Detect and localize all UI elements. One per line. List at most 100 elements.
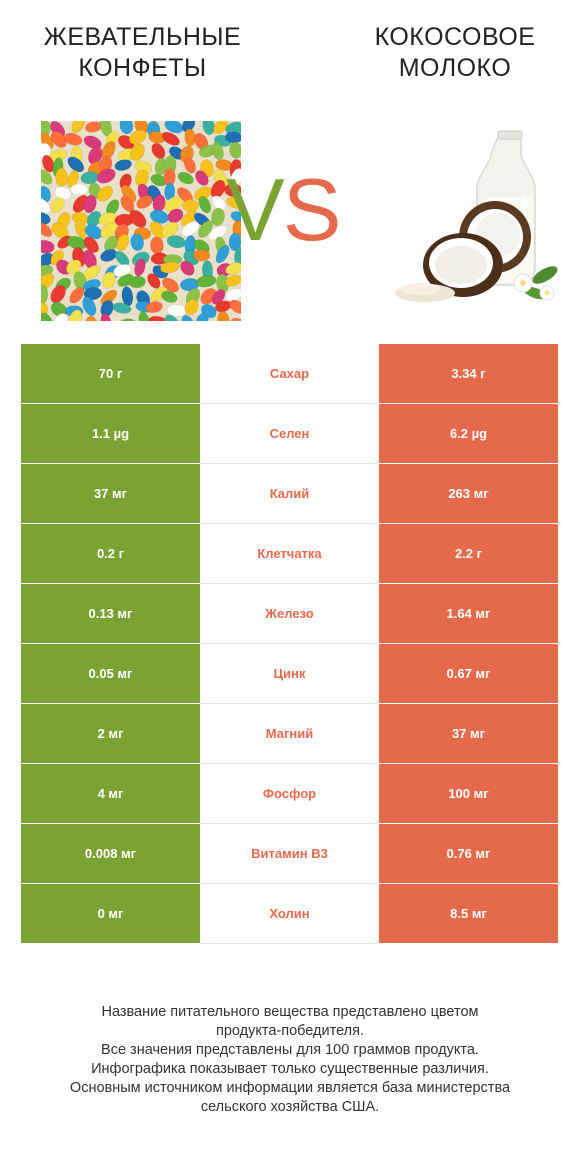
jelly-bean	[71, 121, 86, 134]
right-value: 8.5 мг	[379, 884, 558, 944]
jelly-bean	[198, 196, 212, 214]
jelly-bean	[181, 121, 196, 133]
jelly-bean	[96, 168, 116, 184]
jelly-bean	[149, 236, 164, 255]
jelly-bean	[180, 260, 195, 276]
jelly-beans-image	[41, 121, 241, 321]
left-value: 0.13 мг	[21, 584, 200, 644]
table-row: 2 мг Магний 37 мг	[21, 704, 558, 764]
jelly-bean	[69, 183, 89, 196]
jelly-beans-icon	[41, 121, 241, 321]
right-product-title: КОКОСОВОЕ МОЛОКО	[374, 23, 536, 82]
jelly-bean	[226, 196, 241, 209]
jelly-bean	[84, 121, 103, 133]
jelly-bean	[130, 233, 144, 252]
left-value-text: 4 мг	[97, 786, 124, 801]
jelly-bean	[66, 170, 80, 188]
table-row: 4 мг Фосфор 100 мг	[21, 764, 558, 824]
jelly-bean	[181, 315, 195, 321]
jelly-bean	[55, 167, 68, 187]
jelly-bean	[164, 314, 180, 321]
left-value: 70 г	[21, 344, 200, 404]
table-row: 0.13 мг Железо 1.64 мг	[21, 584, 558, 644]
jelly-bean	[151, 142, 166, 160]
jelly-bean	[102, 271, 116, 289]
jelly-bean	[74, 218, 87, 239]
footer-line: продукта-победителя.	[215, 1023, 365, 1039]
table-row: 0.05 мг Цинк 0.67 мг	[21, 644, 558, 704]
jelly-bean	[100, 313, 112, 321]
table-row: 0.008 мг Витамин B3 0.76 мг	[21, 824, 558, 884]
jelly-bean	[83, 236, 99, 253]
left-value-text: 0.05 мг	[88, 666, 133, 681]
jelly-bean	[136, 195, 153, 209]
jelly-bean	[97, 185, 114, 202]
footer-line: Основным источником информации является …	[69, 1080, 511, 1096]
table-row: 1.1 µg Селен 6.2 µg	[21, 404, 558, 464]
jelly-bean	[167, 208, 184, 224]
jelly-bean	[129, 209, 147, 228]
left-value-text: 1.1 µg	[91, 426, 130, 441]
jelly-bean	[134, 258, 146, 277]
jelly-bean	[150, 286, 168, 302]
jelly-bean	[66, 259, 82, 275]
jelly-bean	[69, 286, 85, 304]
right-value: 263 мг	[379, 464, 558, 524]
jelly-bean	[161, 221, 179, 238]
nutrient-name: Магний	[200, 704, 379, 764]
right-value: 37 мг	[379, 704, 558, 764]
jelly-bean	[83, 287, 103, 301]
jelly-bean	[41, 169, 53, 185]
left-value: 1.1 µg	[21, 404, 200, 464]
jelly-bean	[67, 156, 85, 173]
jelly-bean	[224, 183, 241, 197]
left-value: 0.2 г	[21, 524, 200, 584]
jelly-bean	[161, 131, 180, 146]
jelly-bean	[119, 318, 137, 321]
right-value: 0.67 мг	[379, 644, 558, 704]
comparison-table: 70 г Сахар 3.34 г 1.1 µg Селен 6.2 µg 37 мг Кал…	[21, 344, 558, 944]
coconut-milk-icon	[395, 130, 558, 302]
nutrient-name: Холин	[200, 884, 379, 944]
jelly-bean	[41, 239, 55, 254]
nutrient-name: Калий	[200, 464, 379, 524]
jelly-bean	[225, 262, 241, 275]
jelly-bean	[211, 207, 225, 227]
footer-line: Инфографика показывает только существенн…	[91, 1061, 489, 1077]
footer-line: Название питательного вещества представл…	[101, 1004, 479, 1020]
jelly-bean	[42, 154, 55, 173]
left-value-text: 70 г	[98, 366, 123, 381]
jelly-bean	[41, 212, 51, 225]
right-value: 0.76 мг	[379, 824, 558, 884]
jelly-bean	[181, 221, 200, 237]
nutrient-name: Селен	[200, 404, 379, 464]
left-value: 0 мг	[21, 884, 200, 944]
jelly-bean	[211, 141, 224, 161]
nutrient-name: Железо	[200, 584, 379, 644]
left-value: 0.05 мг	[21, 644, 200, 704]
left-value: 4 мг	[21, 764, 200, 824]
left-product-title: ЖЕВАТЕЛЬНЫЕ КОНФЕТЫ	[43, 23, 242, 82]
jelly-bean	[229, 141, 241, 159]
jelly-bean	[50, 302, 68, 317]
jelly-bean	[211, 195, 226, 211]
footer-line: сельского хозяйства США.	[200, 1099, 380, 1115]
left-value-text: 0 мг	[97, 906, 124, 921]
jelly-bean	[161, 290, 178, 303]
jelly-bean	[195, 312, 209, 321]
jelly-bean	[128, 275, 146, 289]
jelly-bean	[230, 317, 241, 321]
table-row: 70 г Сахар 3.34 г	[21, 344, 558, 404]
nutrient-name: Клетчатка	[200, 524, 379, 584]
nutrient-name: Витамин B3	[200, 824, 379, 884]
jelly-bean	[114, 159, 132, 171]
jelly-bean	[83, 194, 97, 214]
jelly-bean	[215, 244, 230, 264]
vs-label: VS	[226, 160, 341, 260]
jelly-bean	[195, 170, 209, 186]
jelly-bean	[128, 129, 147, 145]
right-value: 3.34 г	[379, 344, 558, 404]
jelly-bean	[50, 284, 66, 304]
jelly-bean	[195, 275, 217, 288]
jelly-bean	[50, 131, 67, 148]
